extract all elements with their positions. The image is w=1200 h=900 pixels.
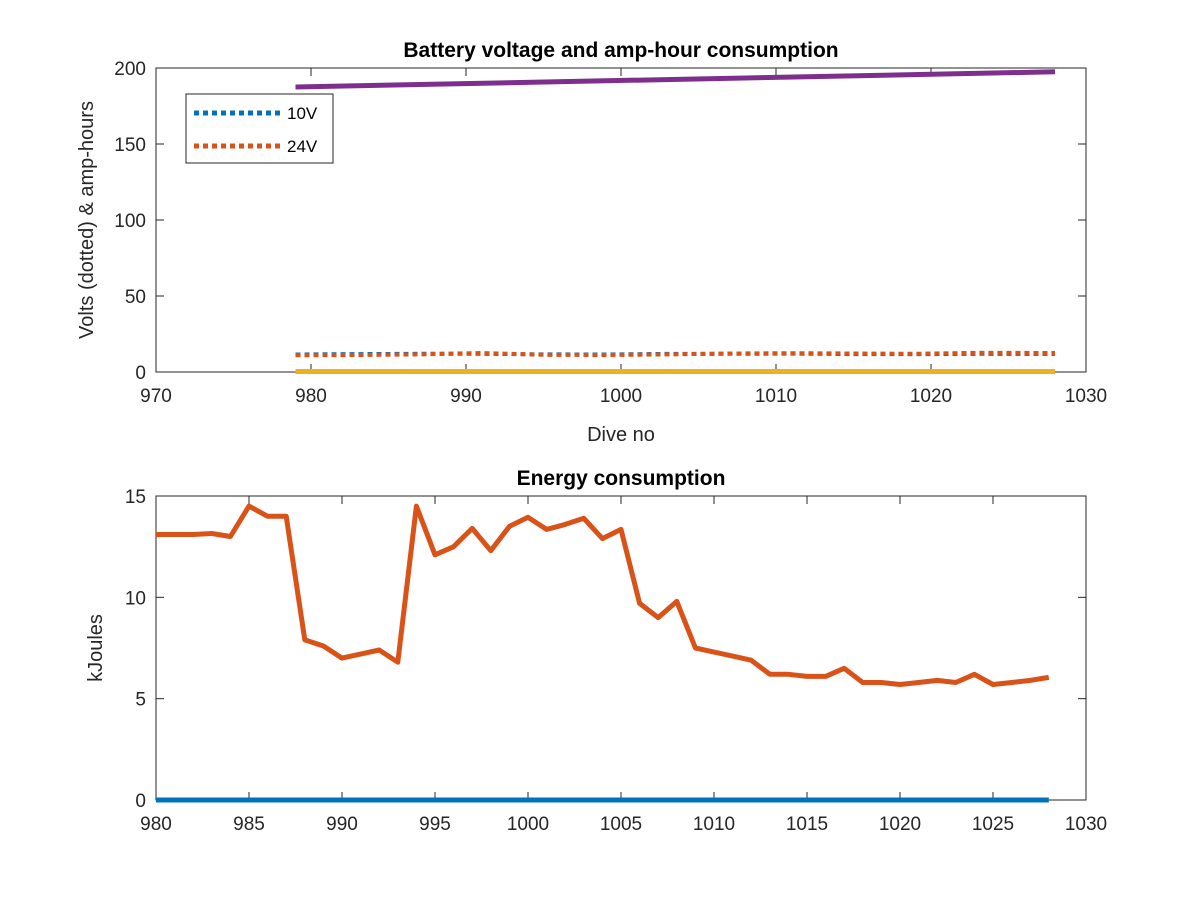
bottom-x-ticks: 980 985 990 995 1000 1005 1010 1015 1020 1025 1030 xyxy=(140,496,1107,835)
y-tick-label: 0 xyxy=(135,791,146,812)
x-tick-label: 990 xyxy=(450,386,482,407)
x-tick-label: 1000 xyxy=(507,814,549,835)
top-legend: 10V 24V xyxy=(185,93,334,164)
y-tick-label: 50 xyxy=(125,287,146,308)
y-tick-label: 5 xyxy=(135,690,146,711)
y-tick-label: 200 xyxy=(114,59,146,80)
legend-box xyxy=(185,93,334,164)
legend-label-10v: 10V xyxy=(287,104,318,123)
legend-label-24v: 24V xyxy=(287,137,318,156)
top-chart-title: Battery voltage and amp-hour consumption xyxy=(403,39,838,62)
x-tick-label: 1030 xyxy=(1065,814,1107,835)
x-tick-label: 980 xyxy=(140,814,172,835)
y-tick-label: 10 xyxy=(125,588,146,609)
bottom-y-ticks: 0 5 10 15 xyxy=(125,487,1086,812)
top-y-ticks: 0 50 100 150 200 xyxy=(114,59,1086,384)
top-chart: 970 980 990 1000 1010 1020 1030 0 50 100 150 200 B… xyxy=(76,39,1107,446)
y-tick-label: 100 xyxy=(114,211,146,232)
x-tick-label: 1005 xyxy=(600,814,642,835)
x-tick-label: 980 xyxy=(295,386,327,407)
x-tick-label: 1010 xyxy=(693,814,735,835)
x-tick-label: 1010 xyxy=(755,386,797,407)
series-line-series-0 xyxy=(156,503,1050,687)
top-y-axis-label: Volts (dotted) & amp-hours xyxy=(76,101,98,339)
x-tick-label: 985 xyxy=(233,814,265,835)
series-line-series-3 xyxy=(295,69,1056,90)
bottom-series-layer xyxy=(156,503,1050,803)
x-tick-label: 1020 xyxy=(910,386,952,407)
top-x-axis-label: Dive no xyxy=(587,424,655,446)
series-line-24v xyxy=(295,350,1056,358)
y-tick-label: 15 xyxy=(125,487,146,508)
x-tick-label: 1025 xyxy=(972,814,1014,835)
y-tick-label: 150 xyxy=(114,135,146,156)
x-tick-label: 970 xyxy=(140,386,172,407)
bottom-chart: 980 985 990 995 1000 1005 1010 1015 1020 1025 1030… xyxy=(85,467,1107,835)
bottom-y-axis-label: kJoules xyxy=(85,614,107,682)
x-tick-label: 995 xyxy=(419,814,451,835)
x-tick-label: 990 xyxy=(326,814,358,835)
x-tick-label: 1015 xyxy=(786,814,828,835)
x-tick-label: 1030 xyxy=(1065,386,1107,407)
x-tick-label: 1020 xyxy=(879,814,921,835)
y-tick-label: 0 xyxy=(135,363,146,384)
top-series-layer xyxy=(295,69,1056,374)
bottom-plot-area xyxy=(155,495,1087,801)
bottom-chart-title: Energy consumption xyxy=(517,467,726,490)
x-tick-label: 1000 xyxy=(600,386,642,407)
